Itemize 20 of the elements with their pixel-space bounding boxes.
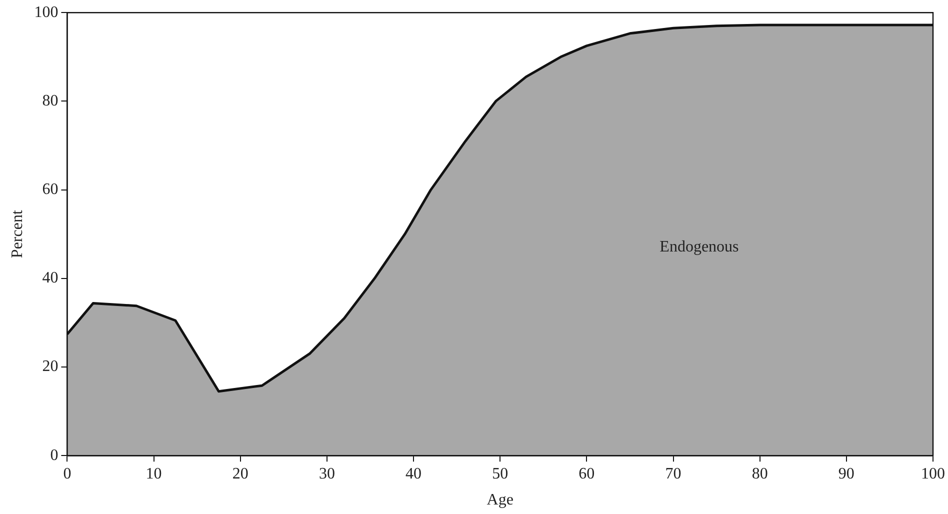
y-tick-label: 80 [42,92,58,110]
x-tick-label: 10 [146,465,162,482]
x-tick-label: 0 [63,465,72,482]
x-tick-label: 40 [406,465,422,482]
y-tick-label: 40 [42,270,58,287]
x-tick-label: 100 [921,465,945,482]
x-tick-label: 90 [838,465,854,482]
x-axis-title: Age [486,492,514,509]
annotation: Endogenous [660,238,739,256]
x-tick-label: 60 [578,465,595,482]
x-tick-label: 30 [318,465,335,482]
y-tick-label: 0 [50,446,58,464]
x-tick-label: 80 [752,465,768,482]
y-tick-label: 100 [34,4,58,21]
x-tick-label: 70 [665,465,682,482]
y-tick-label: 60 [42,181,58,198]
y-axis-title: Percent [8,210,26,258]
x-tick-label: 50 [492,465,508,482]
y-tick-label: 20 [42,358,58,376]
x-tick-label: 20 [232,465,248,482]
